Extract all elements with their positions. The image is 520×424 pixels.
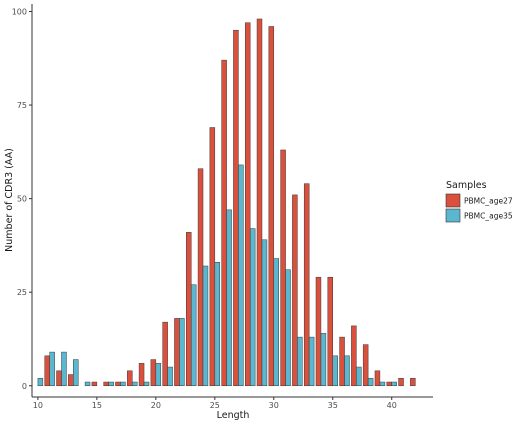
bar-PBMC_age35-33: [308, 336, 315, 387]
y-tick-label-100: 100: [12, 7, 27, 16]
x-tick-label-25: 25: [210, 401, 220, 410]
bar-PBMC_age35-29: [261, 239, 268, 387]
bar-PBMC_age27-40: [386, 381, 392, 387]
legend-swatch-age35: [445, 208, 461, 223]
bar-PBMC_age35-27: [238, 164, 244, 387]
bar-PBMC_age27-19: [138, 363, 145, 387]
bar-PBMC_age27-26: [221, 59, 227, 387]
legend-title: Samples: [446, 180, 487, 191]
bar-PBMC_age35-40: [391, 381, 397, 387]
bar-PBMC_age27-18: [127, 370, 133, 387]
bar-PBMC_age27-29: [256, 18, 263, 387]
bar-PBMC_age35-12: [61, 351, 67, 387]
bar-PBMC_age27-15: [91, 381, 98, 387]
bar-PBMC_age35-37: [356, 366, 362, 387]
bar-PBMC_age35-38: [367, 378, 374, 387]
bars-layer: [37, 18, 416, 387]
bar-PBMC_age35-22: [179, 318, 185, 387]
bar-PBMC_age27-25: [209, 127, 216, 387]
bar-PBMC_age27-22: [174, 318, 180, 387]
x-tick-label-40: 40: [387, 401, 397, 410]
bar-PBMC_age27-31: [280, 149, 286, 387]
bar-PBMC_age35-10: [37, 378, 44, 387]
legend-label-age27: PBMC_age27: [464, 197, 513, 206]
bar-PBMC_age27-24: [197, 168, 204, 387]
bar-PBMC_age27-41: [398, 378, 404, 387]
bar-PBMC_age27-38: [362, 344, 369, 387]
bar-PBMC_age35-14: [84, 381, 91, 387]
legend-swatch-age27: [445, 193, 461, 208]
x-tick-label-20: 20: [151, 401, 161, 410]
bar-PBMC_age35-23: [190, 284, 197, 387]
bar-PBMC_age27-34: [315, 276, 322, 387]
bar-PBMC_age35-31: [285, 269, 291, 387]
x-axis-label: Length: [217, 410, 250, 421]
bar-PBMC_age27-35: [327, 276, 333, 387]
bar-PBMC_age35-21: [167, 366, 173, 387]
x-ticks: 10 15 20 25 30 35 40: [33, 397, 397, 410]
bar-PBMC_age35-25: [214, 262, 221, 387]
bar-PBMC_age35-13: [73, 359, 79, 387]
bar-PBMC_age27-39: [374, 370, 381, 387]
axes-layer: [31, 4, 433, 398]
bar-PBMC_age35-17: [120, 381, 126, 387]
x-tick-label-35: 35: [328, 401, 338, 410]
bar-PBMC_age35-32: [297, 336, 303, 387]
bar-PBMC_age27-28: [244, 22, 251, 387]
x-tick-label-30: 30: [269, 401, 279, 410]
bar-PBMC_age27-21: [162, 321, 168, 387]
bar-PBMC_age27-16: [103, 381, 109, 387]
y-tick-label-50: 50: [17, 195, 27, 204]
bar-PBMC_age27-27: [233, 29, 239, 387]
bar-PBMC_age27-11: [44, 355, 50, 387]
y-tick-label-75: 75: [17, 101, 27, 110]
bar-PBMC_age35-30: [273, 258, 279, 387]
bar-PBMC_age35-18: [132, 381, 138, 387]
bar-PBMC_age27-36: [339, 336, 345, 387]
bar-PBMC_age35-36: [344, 355, 350, 387]
bar-PBMC_age35-16: [108, 381, 114, 387]
legend-label-age35: PBMC_age35: [464, 212, 513, 221]
y-ticks: 0 25 50 75 100: [12, 7, 32, 391]
bar-PBMC_age35-20: [155, 363, 162, 387]
bar-PBMC_age27-37: [351, 325, 357, 387]
bar-PBMC_age27-33: [303, 183, 310, 387]
bar-PBMC_age35-26: [226, 209, 232, 387]
bar-PBMC_age35-24: [202, 265, 209, 387]
bar-PBMC_age27-20: [150, 359, 157, 387]
bar-PBMC_age35-39: [379, 381, 386, 387]
bar-PBMC_age27-13: [68, 374, 74, 387]
bar-PBMC_age35-34: [320, 333, 327, 387]
bar-PBMC_age35-11: [49, 351, 55, 387]
bar-PBMC_age27-42: [410, 378, 416, 387]
bar-PBMC_age27-30: [268, 26, 275, 387]
bar-PBMC_age27-12: [56, 370, 62, 387]
x-tick-label-15: 15: [92, 401, 102, 410]
y-tick-label-25: 25: [17, 288, 27, 297]
y-tick-label-0: 0: [22, 382, 27, 391]
bar-PBMC_age27-32: [292, 194, 298, 387]
bar-PBMC_age27-17: [115, 381, 121, 387]
bar-PBMC_age35-19: [143, 381, 150, 387]
bar-PBMC_age27-23: [186, 232, 192, 387]
bar-PBMC_age35-35: [332, 355, 338, 387]
legend: Samples PBMC_age27 PBMC_age35: [445, 180, 513, 223]
x-tick-label-10: 10: [33, 401, 43, 410]
y-axis-label: Number of CDR3 (AA): [4, 148, 15, 252]
bar-PBMC_age35-28: [249, 228, 256, 387]
